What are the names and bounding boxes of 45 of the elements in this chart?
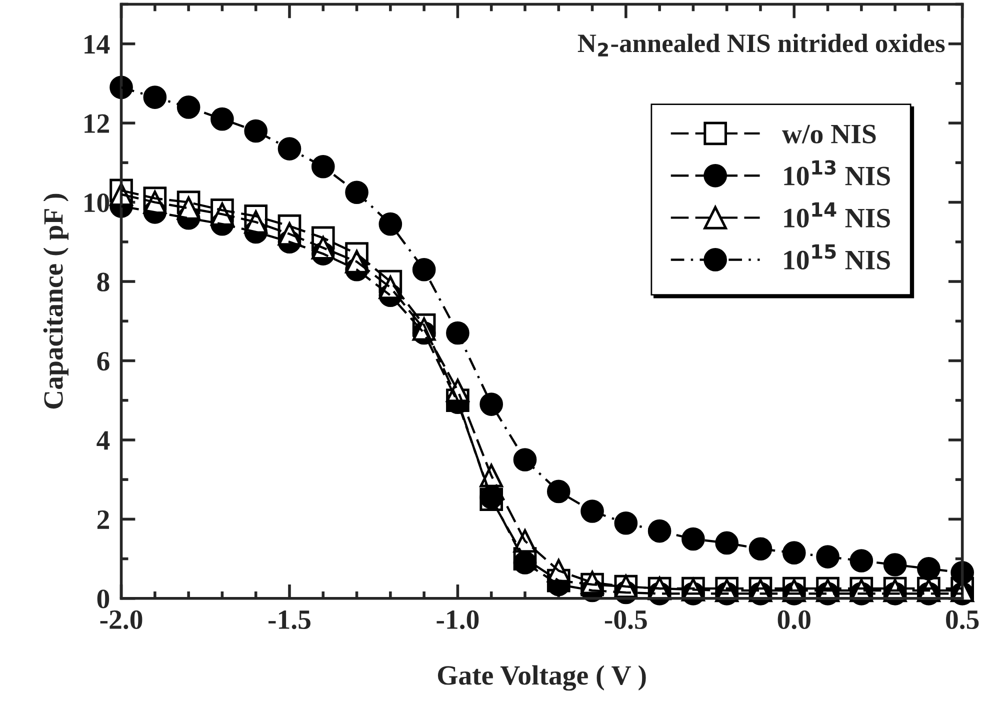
x-tick-label: -2.0 <box>100 610 142 630</box>
point <box>748 537 772 561</box>
point <box>480 392 504 416</box>
y-tick-label: 12 <box>84 114 109 133</box>
x-tick-label: -1.5 <box>268 610 310 630</box>
point <box>715 531 739 555</box>
x-tick-label: 0.0 <box>778 610 810 630</box>
point <box>917 557 940 580</box>
point <box>244 119 268 143</box>
y-tick-label: 4 <box>96 431 110 450</box>
point <box>412 258 436 282</box>
point <box>176 96 200 119</box>
y-tick-label: 0 <box>97 590 110 608</box>
point <box>546 480 570 504</box>
x-tick-label: 0.5 <box>946 610 979 630</box>
point <box>883 553 907 576</box>
point <box>614 511 638 535</box>
point <box>311 154 335 178</box>
legend-label: 10$^{15}$ NIS <box>784 244 890 270</box>
point <box>143 86 167 109</box>
legend-label: 10$^{14}$ NIS <box>784 202 890 228</box>
point <box>513 448 537 472</box>
legend-label: 10$^{13}$ NIS <box>784 160 890 186</box>
y-tick-label: 2 <box>97 510 109 529</box>
annotation: N$_{2}$-annealed NIS nitrided oxides <box>578 34 945 56</box>
point <box>446 321 470 345</box>
point <box>210 107 234 131</box>
y-axis-title: Capacitance ( pF ) <box>43 194 68 409</box>
y-tick-label: 10 <box>84 193 110 212</box>
point <box>378 212 402 236</box>
x-tick-label: -1.0 <box>436 610 479 630</box>
point <box>648 519 672 543</box>
x-axis-title: Gate Voltage ( V ) <box>438 665 646 691</box>
legend-label: w/o NIS <box>782 124 876 144</box>
point <box>345 180 368 204</box>
y-tick-label: 14 <box>84 35 110 54</box>
point <box>278 137 302 160</box>
y-tick-label: 6 <box>97 352 110 371</box>
x-tick-label: -0.5 <box>604 610 647 630</box>
point <box>816 545 840 568</box>
point <box>782 541 806 565</box>
point <box>580 500 604 523</box>
y-tick-label: 8 <box>97 272 110 292</box>
point <box>850 549 874 572</box>
point <box>682 527 705 551</box>
